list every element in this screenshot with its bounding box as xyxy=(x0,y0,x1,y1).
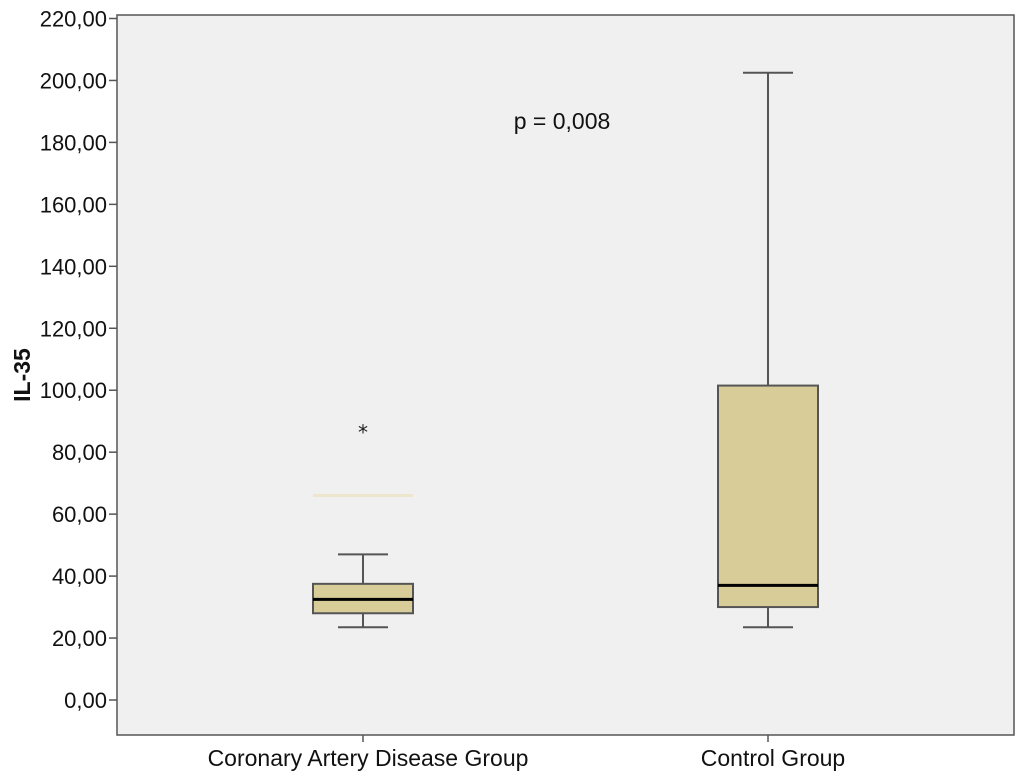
plot-background xyxy=(117,15,1014,735)
y-tick-label: 200,00 xyxy=(40,68,107,93)
y-tick-label: 80,00 xyxy=(52,440,107,465)
plot-frame xyxy=(116,14,1015,736)
p-value-annotation: p = 0,008 xyxy=(514,108,611,134)
outlier-marker: * xyxy=(358,420,368,444)
box-group xyxy=(717,71,819,629)
y-tick-label: 220,00 xyxy=(40,7,107,32)
y-tick-label: 100,00 xyxy=(40,378,107,403)
iqr-box xyxy=(717,384,819,609)
y-tick-label: 40,00 xyxy=(52,564,107,589)
y-tick-label: 60,00 xyxy=(52,502,107,527)
y-tick-label: 120,00 xyxy=(40,316,107,341)
y-tick-label: 20,00 xyxy=(52,626,107,651)
y-tick-label: 140,00 xyxy=(40,254,107,279)
category-label: Coronary Artery Disease Group xyxy=(208,745,529,771)
category-label: Control Group xyxy=(701,745,845,771)
y-tick-label: 0,00 xyxy=(64,688,107,713)
box-group: * xyxy=(312,420,414,629)
y-tick-label: 180,00 xyxy=(40,130,107,155)
y-tick-label: 160,00 xyxy=(40,192,107,217)
y-axis-label: IL-35 xyxy=(9,348,35,402)
